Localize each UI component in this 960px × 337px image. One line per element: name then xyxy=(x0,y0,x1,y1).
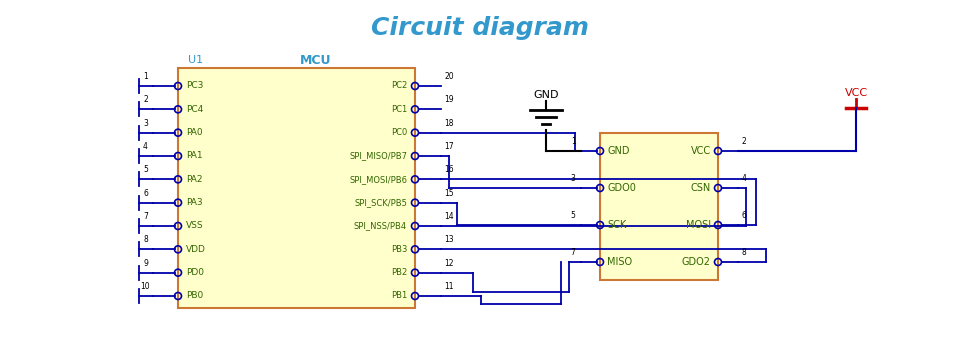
Text: SPI_NSS/PB4: SPI_NSS/PB4 xyxy=(354,221,407,231)
Text: PB1: PB1 xyxy=(391,292,407,301)
Text: VCC: VCC xyxy=(691,146,711,156)
Text: GND: GND xyxy=(607,146,630,156)
Text: PC2: PC2 xyxy=(391,82,407,91)
Text: PA1: PA1 xyxy=(186,152,203,160)
Text: 17: 17 xyxy=(444,142,454,151)
Text: SPI_MOSI/PB6: SPI_MOSI/PB6 xyxy=(349,175,407,184)
Text: 1: 1 xyxy=(571,137,575,146)
Bar xyxy=(178,68,415,308)
Text: 7: 7 xyxy=(570,248,575,257)
Text: 5: 5 xyxy=(143,165,148,174)
Text: MOSI: MOSI xyxy=(685,220,711,230)
Text: VDD: VDD xyxy=(186,245,205,254)
Text: 6: 6 xyxy=(741,211,746,220)
Text: 9: 9 xyxy=(143,259,148,268)
Text: 19: 19 xyxy=(444,95,454,104)
Text: VCC: VCC xyxy=(845,88,868,98)
Text: 7: 7 xyxy=(143,212,148,221)
Text: GND: GND xyxy=(533,90,559,100)
Text: 15: 15 xyxy=(444,189,454,198)
Text: PB2: PB2 xyxy=(391,268,407,277)
Text: 20: 20 xyxy=(444,72,454,81)
Text: 18: 18 xyxy=(444,119,454,128)
Text: SCK: SCK xyxy=(607,220,626,230)
Text: GDO0: GDO0 xyxy=(607,183,636,193)
Text: PB3: PB3 xyxy=(391,245,407,254)
Text: 3: 3 xyxy=(143,119,148,128)
Text: 16: 16 xyxy=(444,165,454,174)
Text: 8: 8 xyxy=(741,248,746,257)
Text: U1: U1 xyxy=(188,55,204,65)
Text: SPI_SCK/PB5: SPI_SCK/PB5 xyxy=(354,198,407,207)
Text: 3: 3 xyxy=(570,174,575,183)
Text: PA2: PA2 xyxy=(186,175,203,184)
Text: 5: 5 xyxy=(570,211,575,220)
Text: 4: 4 xyxy=(143,142,148,151)
Text: 2: 2 xyxy=(143,95,148,104)
Text: 12: 12 xyxy=(444,259,454,268)
Text: 6: 6 xyxy=(143,189,148,198)
Text: PA0: PA0 xyxy=(186,128,203,137)
Text: PC0: PC0 xyxy=(391,128,407,137)
Text: 10: 10 xyxy=(141,282,151,291)
Text: VSS: VSS xyxy=(186,221,204,231)
Text: PC4: PC4 xyxy=(186,105,204,114)
Text: 4: 4 xyxy=(741,174,746,183)
Text: 11: 11 xyxy=(444,282,454,291)
Text: SPI_MISO/PB7: SPI_MISO/PB7 xyxy=(349,152,407,160)
Text: 8: 8 xyxy=(143,235,148,244)
Text: MISO: MISO xyxy=(607,257,632,267)
Text: PC1: PC1 xyxy=(391,105,407,114)
Text: 13: 13 xyxy=(444,235,454,244)
Text: 14: 14 xyxy=(444,212,454,221)
Text: 2: 2 xyxy=(741,137,746,146)
Text: MCU: MCU xyxy=(300,54,331,66)
Bar xyxy=(600,133,718,280)
Text: CSN: CSN xyxy=(691,183,711,193)
Text: GDO2: GDO2 xyxy=(682,257,711,267)
Text: Circuit diagram: Circuit diagram xyxy=(372,16,588,40)
Text: PC3: PC3 xyxy=(186,82,204,91)
Text: PD0: PD0 xyxy=(186,268,204,277)
Text: PB0: PB0 xyxy=(186,292,204,301)
Text: 1: 1 xyxy=(143,72,148,81)
Text: PA3: PA3 xyxy=(186,198,203,207)
